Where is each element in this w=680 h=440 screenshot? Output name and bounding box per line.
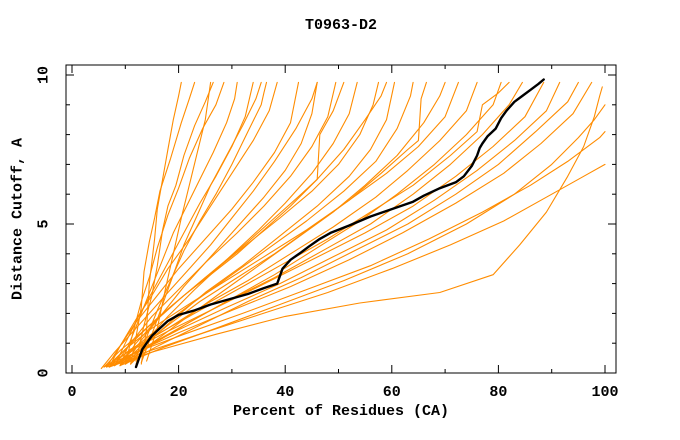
- model-series-line: [114, 81, 561, 367]
- model-series-line: [119, 81, 523, 367]
- model-series-line: [108, 86, 603, 368]
- y-tick-label: 10: [36, 66, 53, 84]
- plot-frame: [65, 64, 617, 374]
- model-series-line: [106, 81, 459, 368]
- highlighted-series-line: [134, 78, 545, 369]
- model-series-line: [119, 104, 606, 367]
- x-tick-label: 0: [67, 384, 76, 401]
- model-series-line: [103, 131, 606, 368]
- y-tick-label: 5: [36, 219, 53, 228]
- model-series-line: [100, 81, 318, 370]
- series-lines: [100, 78, 606, 370]
- model-series-line: [124, 81, 318, 365]
- y-tick-label: 0: [36, 368, 53, 377]
- model-series-line: [124, 81, 225, 365]
- x-axis-label: Percent of Residues (CA): [233, 403, 449, 420]
- y-axis-label: Distance Cutoff, A: [10, 138, 27, 300]
- axis-ticks: [66, 65, 616, 374]
- x-tick-label: 100: [591, 384, 618, 401]
- model-series-line: [114, 81, 337, 367]
- model-series-line: [140, 81, 182, 365]
- model-series-line: [108, 81, 278, 368]
- model-series-line: [119, 81, 345, 367]
- model-series-line: [103, 81, 388, 368]
- x-tick-label: 80: [489, 384, 507, 401]
- model-series-line: [124, 81, 396, 365]
- model-series-line: [130, 81, 358, 365]
- model-series-line: [135, 81, 268, 365]
- x-tick-label: 20: [170, 384, 188, 401]
- model-series-line: [108, 81, 593, 368]
- model-series-line: [130, 81, 446, 365]
- axis-tick-labels: 0 20 40 60 80 100 0 5 10: [36, 66, 619, 401]
- chart-title: T0963-D2: [305, 17, 377, 34]
- model-series-line: [106, 81, 300, 368]
- model-series-line: [124, 81, 579, 365]
- x-tick-label: 60: [383, 384, 401, 401]
- model-series-line: [108, 81, 380, 368]
- model-series-line: [124, 81, 502, 365]
- x-tick-label: 40: [276, 384, 294, 401]
- model-series-line: [140, 81, 262, 364]
- model-series-line: [103, 81, 545, 368]
